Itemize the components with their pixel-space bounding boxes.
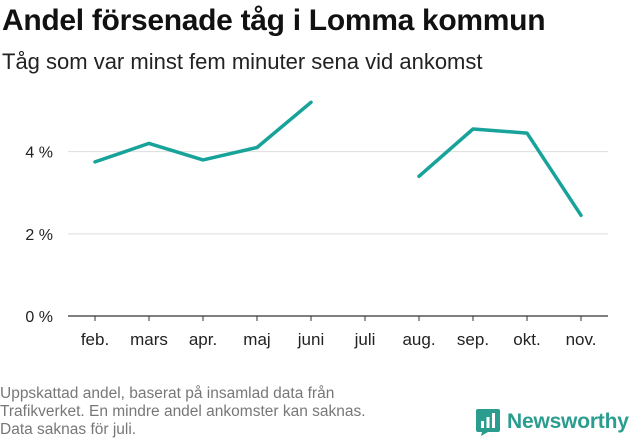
series-line-segment <box>93 100 313 164</box>
x-tick-label: feb. <box>81 330 109 349</box>
chart-title: Andel försenade tåg i Lomma kommun <box>2 4 546 37</box>
x-tick-label: juni <box>297 330 324 349</box>
footnote: Uppskattad andel, baserat på insamlad da… <box>0 385 440 439</box>
line-chart: 0 % 2 % 4 % feb. mars apr. maj juni juli aug. sep… <box>25 100 608 349</box>
chart-subtitle: Tåg som var minst fem minuter sena vid a… <box>2 49 483 74</box>
x-tick-label: okt. <box>513 330 540 349</box>
newsworthy-logo-icon <box>476 409 500 436</box>
x-tick-label: maj <box>243 330 270 349</box>
x-tick-label: nov. <box>566 330 597 349</box>
x-tick-label: sep. <box>457 330 489 349</box>
brand-name: Newsworthy <box>507 410 629 433</box>
x-tick-label: juli <box>354 330 376 349</box>
footnote-line-1: Uppskattad andel, baserat på insamlad da… <box>0 385 335 402</box>
brand-logo: Newsworthy <box>475 406 629 438</box>
footnote-line-2: Trafikverket. En mindre andel ankomster … <box>0 403 366 420</box>
x-tick-label: mars <box>130 330 168 349</box>
footnote-line-3: Data saknas för juli. <box>0 421 137 438</box>
x-tick-label: aug. <box>402 330 435 349</box>
y-tick-label: 4 % <box>25 145 53 162</box>
y-tick-label: 0 % <box>25 309 53 326</box>
y-tick-label: 2 % <box>25 227 53 244</box>
x-tick-label: apr. <box>189 330 217 349</box>
series-line-segment <box>417 127 583 218</box>
